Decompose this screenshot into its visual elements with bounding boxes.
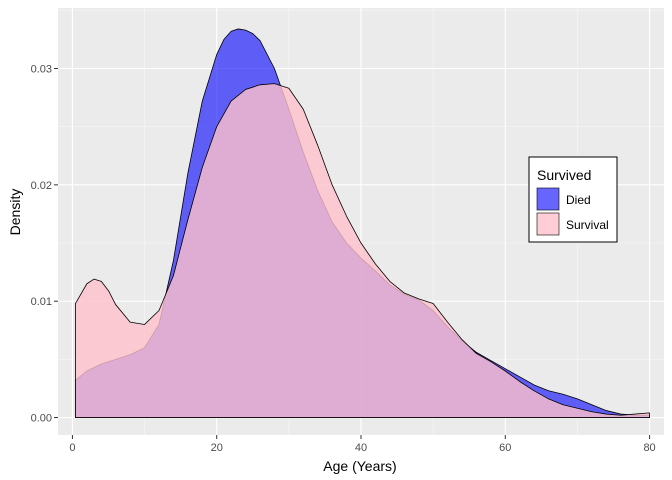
x-tick-label: 20 xyxy=(211,442,223,454)
y-tick-label: 0.00 xyxy=(31,413,52,425)
y-axis-title: Density xyxy=(7,189,23,236)
density-area-survival xyxy=(75,83,650,418)
legend-key-survival xyxy=(536,212,560,236)
x-tick-label: 80 xyxy=(643,442,655,454)
legend-label-died: Died xyxy=(566,193,591,207)
legend-title: Survived xyxy=(537,167,591,183)
x-axis-title: Age (Years) xyxy=(323,458,396,474)
legend-key-died xyxy=(536,187,560,211)
y-tick-label: 0.02 xyxy=(31,180,52,192)
x-tick-label: 0 xyxy=(69,442,75,454)
density-areas xyxy=(75,28,650,418)
x-tick-label: 60 xyxy=(499,442,511,454)
legend: Survived Died Survival xyxy=(528,156,618,243)
y-axis-ticks: 0.00 0.01 0.02 0.03 xyxy=(31,64,58,425)
y-tick-label: 0.01 xyxy=(31,296,52,308)
legend-label-survival: Survival xyxy=(566,218,609,232)
y-tick-label: 0.03 xyxy=(31,64,52,76)
x-axis-ticks: 0 20 40 60 80 xyxy=(69,435,656,454)
x-tick-label: 40 xyxy=(355,442,367,454)
